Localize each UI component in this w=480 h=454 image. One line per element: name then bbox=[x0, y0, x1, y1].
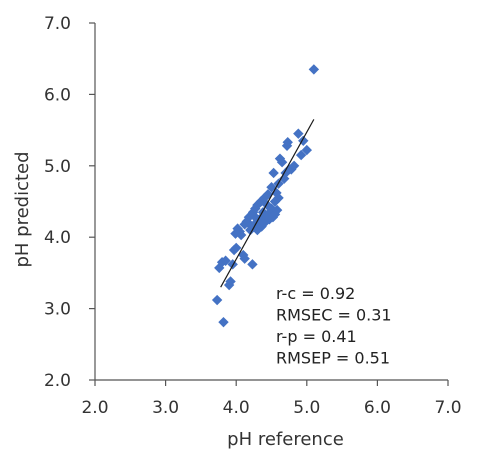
data-point bbox=[268, 167, 279, 179]
data-point bbox=[288, 160, 300, 171]
data-point bbox=[308, 64, 320, 75]
x-tick-label: 7.0 bbox=[434, 398, 461, 418]
x-tick-label: 2.0 bbox=[81, 398, 108, 418]
annotations: r-c = 0.92 RMSEC = 0.31 r-p = 0.41 RMSEP = … bbox=[276, 284, 392, 368]
data-point bbox=[241, 216, 252, 227]
x-tick-label: 5.0 bbox=[293, 398, 320, 418]
data-point bbox=[295, 149, 307, 161]
data-point bbox=[271, 204, 283, 216]
x-axis-title: pH reference bbox=[227, 429, 344, 450]
stat-annotation: r-p = 0.41 bbox=[276, 327, 357, 346]
data-point bbox=[301, 144, 312, 156]
data-point bbox=[220, 255, 231, 266]
trendline bbox=[220, 119, 315, 288]
y-tick-label: 5.0 bbox=[44, 157, 71, 177]
y-ticks: 2.0 3.0 4.0 5.0 6.0 7.0 bbox=[44, 14, 95, 391]
data-point bbox=[218, 316, 229, 328]
x-ticks: 2.0 3.0 4.0 5.0 6.0 7.0 bbox=[81, 380, 462, 418]
x-tick-label: 6.0 bbox=[364, 398, 391, 418]
data-point bbox=[269, 196, 281, 207]
data-point bbox=[235, 229, 247, 241]
y-tick-label: 6.0 bbox=[44, 85, 71, 105]
y-tick-label: 2.0 bbox=[44, 371, 71, 391]
data-point bbox=[260, 210, 272, 221]
data-point bbox=[266, 182, 277, 193]
y-tick-label: 4.0 bbox=[44, 228, 71, 248]
data-points bbox=[211, 64, 320, 328]
data-point bbox=[274, 153, 286, 164]
data-point bbox=[211, 294, 223, 306]
axes bbox=[94, 23, 448, 381]
data-point bbox=[225, 276, 236, 287]
data-point bbox=[231, 242, 242, 254]
data-point bbox=[239, 253, 250, 264]
data-point bbox=[293, 128, 304, 139]
x-tick-label: 4.0 bbox=[223, 398, 250, 418]
data-point bbox=[273, 192, 284, 204]
data-point bbox=[247, 259, 258, 270]
y-tick-label: 3.0 bbox=[44, 300, 71, 320]
data-point bbox=[282, 137, 293, 148]
data-point bbox=[276, 157, 288, 168]
x-tick-label: 3.0 bbox=[152, 398, 179, 418]
stat-annotation: RMSEC = 0.31 bbox=[276, 306, 392, 325]
stat-annotation: RMSEP = 0.51 bbox=[276, 349, 390, 368]
y-axis-title: pH predicted bbox=[12, 151, 33, 267]
y-tick-label: 7.0 bbox=[44, 14, 71, 34]
stat-annotation: r-c = 0.92 bbox=[276, 284, 355, 303]
